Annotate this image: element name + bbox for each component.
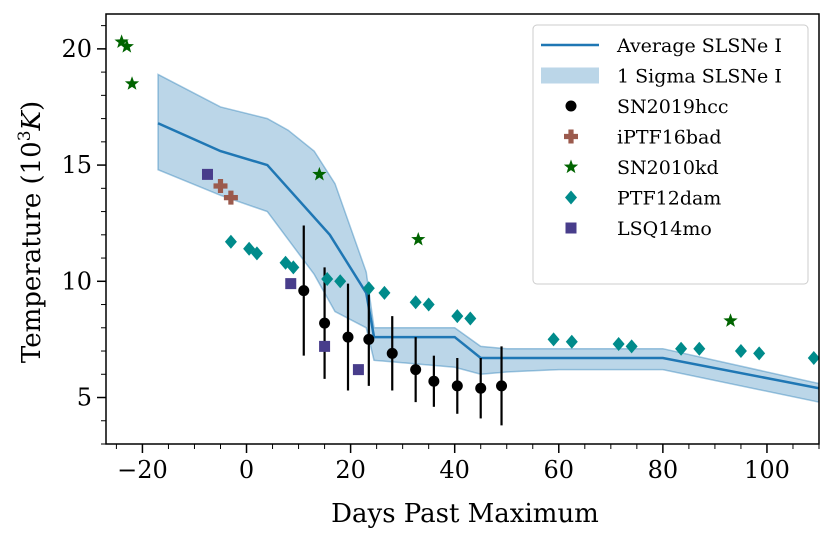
plot-frame: [105, 13, 820, 445]
x-tick-label: 60: [544, 456, 575, 484]
x-tick-label: 20: [335, 456, 366, 484]
ptf12dam-point: [451, 309, 464, 324]
ptf12dam-point: [464, 311, 477, 326]
average-line-layer: [157, 122, 819, 390]
x-tick-label: 100: [744, 456, 790, 484]
legend-average-label: Average SLSNe I: [616, 35, 782, 57]
ptf12dam-point: [409, 295, 422, 310]
iptf16bad-point: [213, 179, 228, 193]
sn2019hcc-point: [428, 375, 440, 387]
sn2019hcc-point: [451, 380, 463, 392]
ptf12dam-point: [334, 274, 347, 289]
x-axis-ticks: −20 0 20 40 60 80 100: [115, 444, 820, 484]
y-axis-label-close: ): [17, 101, 47, 111]
y-axis-ticks: 5 10 15 20: [61, 25, 106, 445]
sigma-band: [157, 73, 819, 403]
y-tick-label: 15: [61, 151, 92, 179]
errorbar-layer: [302, 225, 503, 426]
y-axis-label-main: Temperature (10: [17, 141, 47, 363]
ptf12dam-point: [547, 332, 560, 347]
sigma-band-layer: [157, 73, 819, 403]
average-line: [157, 122, 819, 390]
ptf12dam-point: [693, 341, 706, 356]
ptf12dam-point: [287, 260, 300, 275]
legend-sn2019hcc-label: SN2019hcc: [617, 96, 729, 118]
ptf12dam-point: [807, 351, 820, 365]
sn2019hcc-point: [319, 317, 331, 329]
legend-lsq14mo-label: LSQ14mo: [617, 218, 712, 240]
marker-layer: [114, 34, 820, 394]
sn2010kd-point: [119, 39, 134, 53]
y-axis-label-unit: K: [17, 109, 47, 131]
sn2010kd-point: [124, 76, 140, 90]
sn2019hcc-point: [386, 347, 398, 359]
sn2010kd-point: [114, 34, 129, 48]
sn2019hcc-point: [298, 285, 310, 297]
ptf12dam-point: [753, 346, 766, 361]
y-axis-label: Temperature (103K): [15, 101, 47, 363]
sn2019hcc-point: [410, 364, 422, 376]
ptf12dam-point: [422, 297, 435, 312]
ptf12dam-point: [612, 337, 625, 352]
iptf16bad-point: [223, 190, 238, 205]
lsq14mo-point: [352, 364, 364, 376]
ptf12dam-point: [565, 334, 578, 349]
ptf12dam-point: [625, 339, 638, 354]
lsq14mo-point: [319, 340, 331, 352]
legend-ptf12dam-label: PTF12dam: [617, 188, 721, 210]
ptf12dam-point: [321, 271, 334, 286]
sn2019hcc-point: [496, 380, 508, 392]
legend-iptf16bad-label: iPTF16bad: [617, 127, 722, 149]
legend-ptf12dam-marker: [565, 190, 577, 205]
y-axis-label-exponent: 3: [15, 130, 35, 141]
legend-sigma-label: 1 Sigma SLSNe I: [617, 66, 782, 88]
ptf12dam-point: [224, 234, 237, 249]
y-tick-label: 20: [61, 35, 92, 63]
legend-sn2010kd-marker: [563, 159, 579, 174]
x-tick-label: 80: [648, 456, 679, 484]
ptf12dam-point: [734, 344, 747, 359]
lsq14mo-point: [285, 278, 297, 290]
legend-sn2010kd-label: SN2010kd: [617, 157, 719, 179]
ptf12dam-point: [378, 285, 391, 300]
legend-iptf16bad-marker: [564, 129, 578, 144]
x-axis-label: Days Past Maximum: [331, 499, 599, 529]
ptf12dam-point: [675, 341, 688, 356]
x-tick-label: 40: [439, 456, 470, 484]
x-tick-label: −20: [117, 456, 168, 484]
legend: Average SLSNe I 1 Sigma SLSNe I SN2019hcc i…: [532, 24, 809, 285]
sn2010kd-point: [723, 313, 738, 327]
legend-box: [532, 24, 809, 285]
ptf12dam-point: [362, 281, 375, 296]
sn2010kd-point: [411, 231, 426, 246]
sn2010kd-point: [312, 166, 327, 181]
legend-entries: Average SLSNe I 1 Sigma SLSNe I SN2019hcc i…: [541, 35, 782, 240]
y-tick-label: 10: [61, 267, 92, 295]
x-tick-label: 0: [239, 456, 254, 484]
y-tick-label: 5: [77, 384, 92, 412]
ptf12dam-point: [250, 246, 263, 261]
sn2019hcc-point: [475, 382, 487, 394]
lsq14mo-point: [201, 168, 213, 180]
legend-lsq14mo-marker: [565, 222, 577, 234]
legend-sigma-swatch: [541, 67, 599, 84]
sn2019hcc-point: [363, 333, 375, 345]
legend-sn2019hcc-marker: [565, 100, 577, 112]
sn2019hcc-point: [342, 331, 354, 343]
